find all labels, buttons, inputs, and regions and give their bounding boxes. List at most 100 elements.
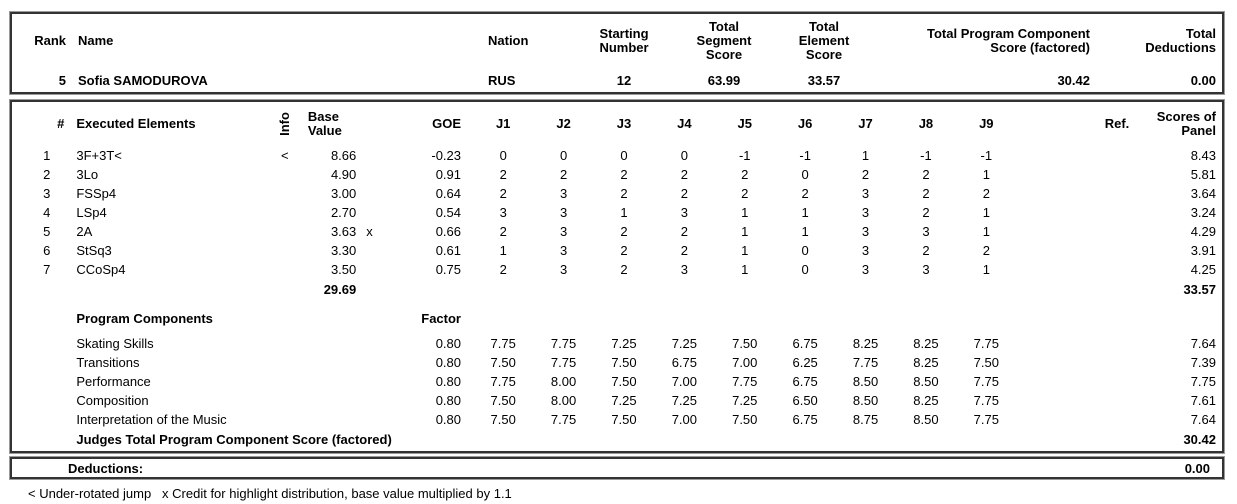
info-flag — [270, 260, 300, 279]
judge-score-j8: 8.25 — [913, 355, 939, 370]
judge-score-j1: 7.50 — [490, 355, 516, 370]
skater-pcs-factored: 30.42 — [1057, 72, 1090, 88]
goe-value: 0.91 — [435, 167, 461, 182]
judge-score-j3: 2 — [620, 262, 628, 277]
base-value: 8.66 — [330, 148, 357, 163]
element-name: 2A — [76, 224, 93, 239]
goe-value: 0.64 — [435, 186, 461, 201]
judge-score-j9: 7.75 — [973, 336, 999, 351]
judge-score-j5: 7.25 — [732, 393, 758, 408]
panel-score: 7.64 — [1190, 412, 1216, 427]
judge-score-j3: 7.50 — [611, 355, 637, 370]
total-element-score-panel: 33.57 — [1183, 281, 1216, 297]
judge-score-j2: 8.00 — [550, 374, 577, 389]
panel-score: 4.25 — [1190, 262, 1216, 277]
skater-nation: RUS — [488, 72, 516, 88]
summary-header-row: Rank Name Nation Starting Number Total S… — [12, 14, 1226, 68]
component-factor: 0.80 — [435, 355, 461, 370]
goe-value: 0.54 — [435, 205, 461, 220]
judge-score-j4: 2 — [680, 243, 688, 258]
x-credit-flag — [358, 241, 384, 260]
component-factor: 0.80 — [435, 336, 461, 351]
judge-score-j6: 6.50 — [792, 393, 818, 408]
judge-header-j5: J5 — [737, 116, 752, 131]
judge-score-j4: 3 — [680, 205, 688, 220]
skater-name: Sofia SAMODUROVA — [78, 72, 208, 88]
component-factor: 0.80 — [435, 393, 461, 408]
judge-score-j3: 0 — [620, 148, 628, 163]
component-row: Interpretation of the Music 0.80 7.50 7.… — [12, 410, 1222, 429]
component-name: Skating Skills — [76, 336, 154, 351]
judge-score-j2: 7.75 — [550, 355, 577, 370]
total-base-value: 29.69 — [323, 281, 357, 297]
element-number: 4 — [43, 205, 51, 220]
judge-score-j1: 2 — [499, 224, 507, 239]
judge-score-j2: 3 — [559, 262, 568, 277]
judge-score-j9: 7.75 — [973, 393, 999, 408]
info-header: Info — [270, 102, 300, 146]
elements-table: # Executed Elements Info Base Value GOE … — [12, 102, 1222, 449]
panel-score: 3.64 — [1190, 186, 1216, 201]
element-number: 7 — [43, 262, 51, 277]
judge-score-j9: 1 — [982, 205, 990, 220]
skater-rank: 5 — [58, 72, 66, 88]
judge-score-j1: 3 — [499, 205, 507, 220]
judge-header-j3: J3 — [616, 116, 632, 131]
judge-score-j8: 8.50 — [913, 374, 939, 389]
factor-label: Factor — [421, 311, 461, 326]
judge-score-j7: 3 — [861, 243, 870, 258]
judge-score-j3: 7.25 — [611, 393, 637, 408]
judge-header-j4: J4 — [677, 116, 692, 131]
x-credit-flag — [358, 260, 384, 279]
info-flag — [270, 203, 300, 222]
element-name: FSSp4 — [76, 186, 117, 201]
element-totals-row: 29.69 33.57 — [12, 279, 1222, 299]
panel-score: 7.75 — [1190, 374, 1216, 389]
executed-elements-header: Executed Elements — [76, 116, 196, 131]
component-row: Performance 0.80 7.75 8.00 7.50 7.00 7.7… — [12, 372, 1222, 391]
judge-score-j6: 0 — [801, 243, 809, 258]
judge-score-j8: 2 — [922, 167, 930, 182]
judge-score-j7: 2 — [861, 167, 870, 182]
judge-score-j3: 7.50 — [611, 374, 637, 389]
info-flag — [270, 184, 300, 203]
judge-score-j3: 7.25 — [611, 336, 637, 351]
judge-score-j3: 7.50 — [611, 412, 637, 427]
judge-score-j7: 8.25 — [852, 336, 879, 351]
judge-score-j7: 8.50 — [852, 393, 879, 408]
ref-header: Ref. — [1104, 116, 1130, 131]
judge-score-j7: 3 — [861, 186, 870, 201]
judge-score-j1: 7.50 — [490, 393, 516, 408]
x-credit-flag — [358, 146, 384, 165]
info-flag — [270, 222, 300, 241]
judge-score-j1: 7.75 — [490, 374, 516, 389]
panel-score: 7.39 — [1190, 355, 1216, 370]
judge-score-j4: 0 — [680, 148, 688, 163]
component-name: Performance — [76, 374, 151, 389]
judge-score-j2: 8.00 — [550, 393, 577, 408]
judge-score-j6: 6.75 — [792, 374, 818, 389]
element-name: LSp4 — [76, 205, 107, 220]
element-name: CCoSp4 — [76, 262, 126, 277]
skater-starting-number: 12 — [616, 72, 632, 88]
program-components-title-row: Program Components Factor — [12, 309, 1222, 334]
components-rows: Skating Skills 0.80 7.75 7.75 7.25 7.25 … — [12, 334, 1222, 429]
skater-element-score: 33.57 — [807, 72, 841, 88]
judge-score-j5: 1 — [741, 224, 749, 239]
goe-header: GOE — [432, 116, 461, 131]
element-row: 1 3F+3T< < 8.66 -0.23 0 0 0 0 -1 -1 1 -1… — [12, 146, 1222, 165]
goe-value: 0.61 — [435, 243, 461, 258]
starting-number-header: Starting Number — [599, 26, 649, 55]
ref-cell — [1017, 241, 1134, 260]
ref-cell — [1017, 410, 1134, 429]
info-flag — [270, 165, 300, 184]
judge-score-j4: 7.00 — [671, 374, 698, 389]
component-factor: 0.80 — [435, 374, 461, 389]
judge-score-j3: 2 — [620, 186, 628, 201]
deductions-box: Deductions: 0.00 — [9, 456, 1225, 480]
deductions-header: Total Deductions — [1145, 26, 1216, 55]
rank-header: Rank — [34, 33, 66, 48]
base-value: 3.50 — [330, 262, 357, 277]
judge-score-j4: 7.25 — [671, 336, 698, 351]
element-row: 7 CCoSp4 3.50 0.75 2 3 2 3 1 0 3 3 1 4.2… — [12, 260, 1222, 279]
